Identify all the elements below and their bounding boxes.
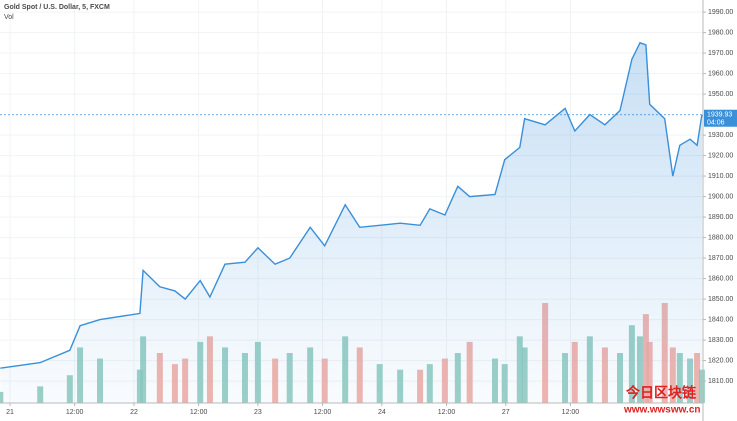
y-tick-label: 1980.00 bbox=[708, 29, 733, 36]
x-tick-label: 21 bbox=[6, 409, 14, 416]
x-tick-label: 24 bbox=[378, 409, 386, 416]
y-tick-label: 1860.00 bbox=[708, 275, 733, 282]
last-price-label: 1939.93 bbox=[707, 112, 732, 119]
y-tick-label: 1840.00 bbox=[708, 316, 733, 323]
y-tick-label: 1810.00 bbox=[708, 378, 733, 385]
y-tick-label: 1990.00 bbox=[708, 9, 733, 16]
y-tick-label: 1870.00 bbox=[708, 255, 733, 262]
plot bbox=[0, 41, 703, 404]
watermark-title: 今日区块链 bbox=[625, 385, 697, 401]
y-tick-label: 1920.00 bbox=[708, 152, 733, 159]
volume-label: Vol bbox=[4, 14, 14, 21]
countdown-label: 04:06 bbox=[707, 120, 725, 127]
y-tick-label: 1910.00 bbox=[708, 173, 733, 180]
price-area bbox=[0, 42, 702, 404]
x-tick-label: 12:00 bbox=[438, 409, 456, 416]
watermark-url: www.wwsww.cn bbox=[623, 405, 701, 416]
x-tick-label: 12:00 bbox=[190, 409, 208, 416]
y-tick-label: 1830.00 bbox=[708, 337, 733, 344]
x-tick-label: 12:00 bbox=[314, 409, 332, 416]
y-tick-label: 1960.00 bbox=[708, 70, 733, 77]
x-tick-label: 22 bbox=[130, 409, 138, 416]
y-tick-label: 1880.00 bbox=[708, 234, 733, 241]
x-tick-label: 27 bbox=[502, 409, 510, 416]
y-tick-label: 1890.00 bbox=[708, 214, 733, 221]
volume-bar bbox=[698, 369, 705, 403]
x-tick-label: 12:00 bbox=[562, 409, 580, 416]
y-tick-label: 1820.00 bbox=[708, 357, 733, 364]
axes: 1810.00 1820.00 1830.00 1840.00 1850.00 1860.… bbox=[6, 9, 737, 416]
price-line bbox=[0, 41, 703, 369]
y-tick-label: 1900.00 bbox=[708, 193, 733, 200]
y-tick-label: 1850.00 bbox=[708, 296, 733, 303]
y-tick-label: 1950.00 bbox=[708, 91, 733, 98]
chart-title: Gold Spot / U.S. Dollar, 5, FXCM bbox=[4, 4, 110, 11]
x-tick-label: 23 bbox=[254, 409, 262, 416]
y-tick-label: 1930.00 bbox=[708, 132, 733, 139]
y-tick-label: 1970.00 bbox=[708, 50, 733, 57]
last-price-box bbox=[704, 109, 737, 127]
x-tick-label: 12:00 bbox=[66, 409, 84, 416]
